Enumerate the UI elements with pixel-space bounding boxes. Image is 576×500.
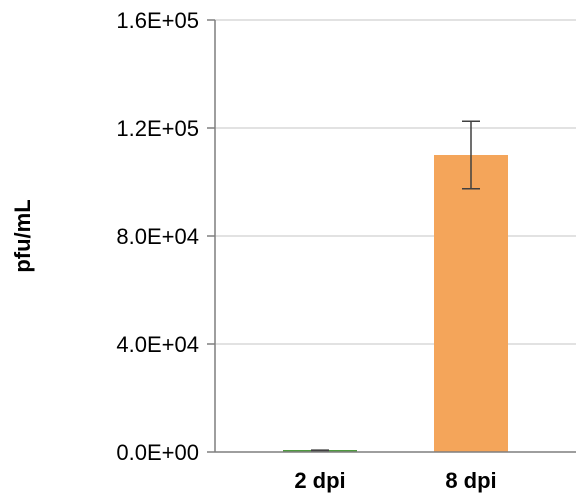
axes xyxy=(207,19,576,453)
y-tick-label: 4.0E+04 xyxy=(116,332,199,357)
y-tick-label: 0.0E+00 xyxy=(116,440,199,465)
x-category-label: 2 dpi xyxy=(294,468,345,493)
grid-lines xyxy=(215,19,576,345)
error-bars xyxy=(311,120,480,452)
bars xyxy=(283,155,508,452)
y-tick-labels: 0.0E+00 4.0E+04 8.0E+04 1.2E+05 1.6E+05 xyxy=(116,8,199,465)
x-category-labels: 2 dpi 8 dpi xyxy=(294,468,496,493)
y-tick-label: 1.2E+05 xyxy=(116,116,199,141)
bar xyxy=(434,155,508,452)
y-tick-label: 1.6E+05 xyxy=(116,8,199,33)
y-axis-title: pfu/mL xyxy=(10,199,35,272)
x-category-label: 8 dpi xyxy=(445,468,496,493)
y-tick-label: 8.0E+04 xyxy=(116,224,199,249)
